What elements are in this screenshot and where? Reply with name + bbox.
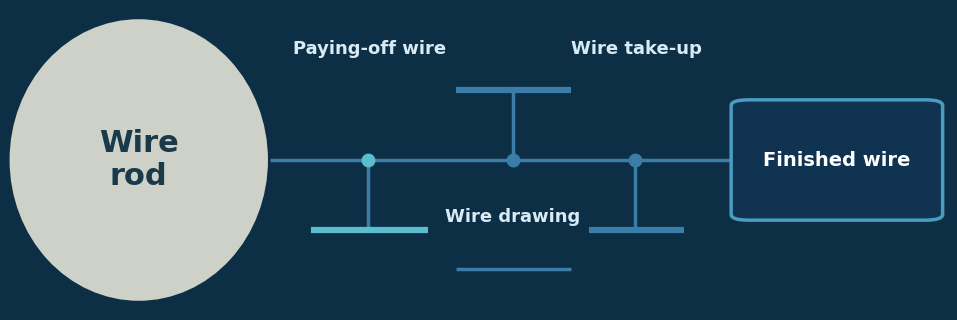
Text: Finished wire: Finished wire [764,150,910,170]
Text: Wire drawing: Wire drawing [445,208,581,226]
Text: Wire take-up: Wire take-up [571,40,701,58]
Text: Paying-off wire: Paying-off wire [293,40,446,58]
FancyBboxPatch shape [731,100,943,220]
Text: Wire
rod: Wire rod [99,129,179,191]
Ellipse shape [10,19,268,301]
